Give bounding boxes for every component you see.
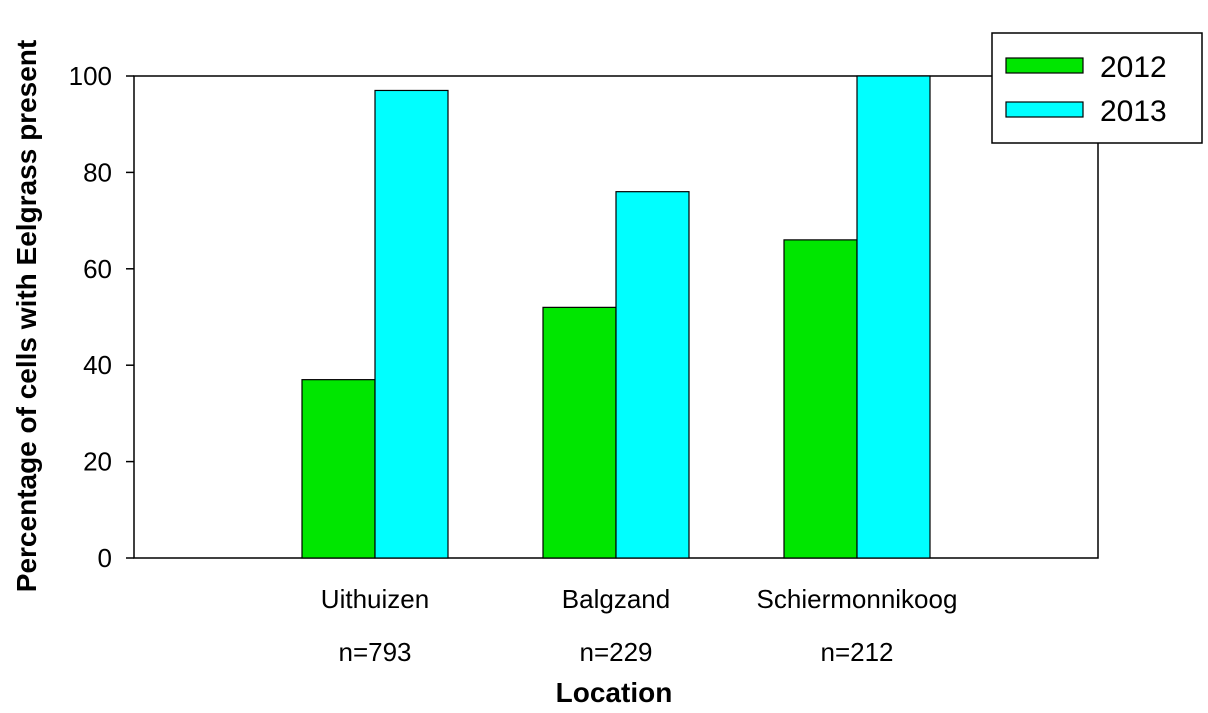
y-tick-label: 80: [83, 157, 112, 187]
legend-label-2013: 2013: [1100, 95, 1167, 128]
bar-2013-uithuizen: [374, 89, 449, 559]
plot-area: 0 20 40 60 80 100 Uithuizen n=793 Balgzand n=229 S…: [69, 61, 1099, 667]
x-tick-label: Uithuizen: [321, 584, 429, 614]
y-tick-label: 60: [83, 254, 112, 284]
legend-box: [991, 32, 1203, 144]
x-axis-title: Location: [556, 677, 673, 708]
bar-2013-schiermonnikoog: [856, 75, 931, 559]
y-tick-label: 100: [69, 61, 112, 91]
legend-label-2012: 2012: [1100, 51, 1167, 84]
bar-2012-balgzand: [542, 306, 617, 559]
y-axis-title: Percentage of cells with Eelgrass presen…: [11, 40, 42, 592]
legend: 2012 2013: [991, 32, 1203, 144]
bar-2012-uithuizen: [301, 379, 376, 559]
y-tick-label: 0: [98, 543, 112, 573]
y-tick-label: 40: [83, 350, 112, 380]
bar-2012-schiermonnikoog: [783, 239, 858, 559]
category-sample-size: n=793: [338, 637, 411, 667]
x-tick-label: Schiermonnikoog: [757, 584, 958, 614]
legend-swatch-2013: [1005, 101, 1084, 118]
bar-2013-balgzand: [615, 191, 690, 559]
legend-swatch-2012: [1005, 57, 1084, 74]
y-tick-label: 20: [83, 447, 112, 477]
category-sample-size: n=229: [579, 637, 652, 667]
category-sample-size: n=212: [820, 637, 893, 667]
x-tick-label: Balgzand: [562, 584, 670, 614]
